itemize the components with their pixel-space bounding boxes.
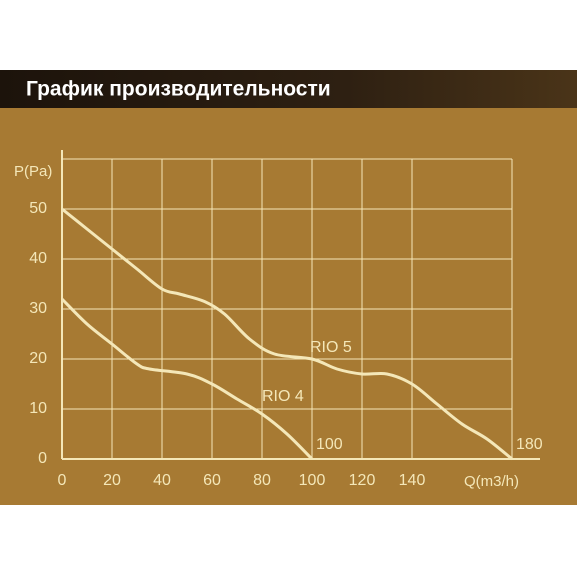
x-tick-label: 0 bbox=[58, 472, 67, 489]
x-tick-label: 100 bbox=[299, 472, 326, 489]
series-label: RIO 5 bbox=[310, 339, 352, 356]
x-tick-label: 60 bbox=[203, 472, 221, 489]
y-tick-label: 50 bbox=[29, 200, 47, 217]
x-axis-label: Q(m3/h) bbox=[464, 473, 519, 490]
chart-title: График производительности bbox=[26, 78, 331, 101]
end-label: 100 bbox=[316, 436, 343, 453]
plot-background bbox=[0, 108, 577, 505]
x-tick-label: 120 bbox=[349, 472, 376, 489]
y-tick-label: 40 bbox=[29, 250, 47, 267]
x-tick-label: 40 bbox=[153, 472, 171, 489]
y-tick-label: 20 bbox=[29, 350, 47, 367]
y-tick-label: 30 bbox=[29, 300, 47, 317]
y-tick-label: 0 bbox=[38, 450, 47, 467]
x-tick-label: 80 bbox=[253, 472, 271, 489]
y-axis-label: P(Pa) bbox=[14, 163, 52, 180]
series-label: RIO 4 bbox=[262, 388, 304, 405]
y-tick-label: 10 bbox=[29, 400, 47, 417]
title-banner bbox=[0, 70, 577, 108]
x-tick-label: 20 bbox=[103, 472, 121, 489]
end-label: 180 bbox=[516, 436, 543, 453]
series-line bbox=[60, 297, 314, 461]
series-line bbox=[61, 207, 513, 461]
x-tick-label: 140 bbox=[399, 472, 426, 489]
